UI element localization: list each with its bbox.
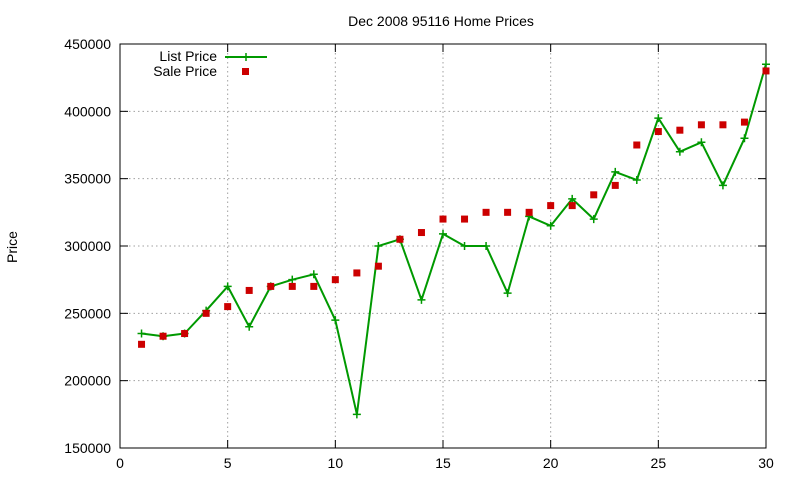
sale-price-point bbox=[719, 121, 727, 129]
sale-price-point bbox=[697, 121, 705, 129]
list-price-point bbox=[245, 322, 254, 331]
list-price-point bbox=[654, 114, 663, 123]
list-price-point bbox=[288, 275, 297, 284]
list-price-point bbox=[697, 138, 706, 147]
sale-price-point bbox=[374, 262, 382, 270]
chart-title: Dec 2008 95116 Home Prices bbox=[348, 13, 534, 29]
sale-price-point bbox=[633, 141, 641, 149]
list-price-point bbox=[740, 134, 749, 143]
sale-price-point bbox=[590, 191, 598, 199]
list-price-point bbox=[439, 229, 447, 238]
sale-price-point bbox=[138, 340, 146, 348]
list-price-point bbox=[482, 242, 491, 250]
list-price-point bbox=[718, 181, 727, 190]
sale-price-point bbox=[267, 282, 275, 290]
y-tick-label: 250000 bbox=[64, 305, 111, 321]
axis-ticks: 150000 200000 250000 300000 350000 400000 4500… bbox=[64, 36, 774, 471]
sale-price-point bbox=[310, 282, 318, 290]
list-price-point bbox=[417, 295, 426, 304]
sale-price-point bbox=[482, 208, 490, 216]
series-sale-price bbox=[138, 67, 770, 348]
x-tick-label: 25 bbox=[651, 455, 667, 471]
sale-price-point bbox=[439, 215, 447, 223]
x-tick-label: 5 bbox=[224, 455, 232, 471]
list-price-point bbox=[374, 242, 383, 250]
legend-marker-list-price bbox=[242, 53, 250, 61]
sale-price-point bbox=[611, 181, 619, 189]
legend: List Price Sale Price bbox=[153, 48, 267, 79]
sale-price-point bbox=[525, 208, 533, 216]
list-price-point bbox=[223, 282, 232, 291]
y-tick-label: 300000 bbox=[64, 238, 111, 254]
sale-price-point bbox=[159, 332, 167, 340]
list-price-point bbox=[460, 242, 469, 250]
sale-price-point bbox=[654, 128, 662, 136]
sale-price-point bbox=[245, 286, 253, 294]
list-price-point bbox=[309, 270, 318, 279]
x-tick-label: 30 bbox=[758, 455, 774, 471]
grid bbox=[120, 44, 766, 448]
y-tick-label: 400000 bbox=[64, 103, 111, 119]
sale-price-point bbox=[181, 330, 189, 338]
list-price-point bbox=[675, 147, 684, 156]
y-tick-label: 150000 bbox=[64, 440, 111, 456]
list-price-point bbox=[503, 289, 512, 298]
sale-price-point bbox=[740, 118, 748, 126]
list-price-point bbox=[568, 194, 577, 203]
x-tick-label: 20 bbox=[543, 455, 559, 471]
x-tick-label: 15 bbox=[435, 455, 451, 471]
sale-price-point bbox=[461, 215, 469, 223]
x-tick-label: 0 bbox=[116, 455, 124, 471]
list-price-line bbox=[141, 63, 767, 416]
sale-price-point bbox=[202, 309, 210, 317]
list-price-point bbox=[762, 60, 770, 69]
y-tick-label: 450000 bbox=[64, 36, 111, 52]
sale-price-point bbox=[396, 235, 404, 243]
list-price-point bbox=[352, 410, 361, 419]
list-price-point bbox=[331, 316, 340, 325]
sale-price-point bbox=[417, 229, 425, 237]
list-price-point bbox=[632, 176, 641, 185]
legend-marker-sale-price bbox=[242, 68, 249, 75]
sale-price-point bbox=[224, 303, 232, 311]
x-tick-label: 10 bbox=[328, 455, 344, 471]
legend-label-list-price: List Price bbox=[159, 48, 217, 64]
sale-price-point bbox=[331, 276, 339, 284]
sale-price-point bbox=[288, 282, 296, 290]
list-price-point bbox=[611, 167, 620, 176]
legend-label-sale-price: Sale Price bbox=[153, 63, 217, 79]
y-tick-label: 200000 bbox=[64, 373, 111, 389]
sale-price-point bbox=[676, 126, 684, 134]
list-price-point bbox=[589, 215, 598, 224]
list-price-point bbox=[546, 221, 555, 230]
sale-price-point bbox=[504, 208, 512, 216]
series-list-price bbox=[137, 60, 770, 419]
sale-price-point bbox=[762, 67, 770, 75]
y-tick-label: 350000 bbox=[64, 171, 111, 187]
sale-price-point bbox=[568, 202, 576, 210]
sale-price-point bbox=[353, 269, 361, 277]
y-axis-label: Price bbox=[4, 231, 20, 263]
sale-price-point bbox=[547, 202, 555, 210]
list-price-point bbox=[137, 329, 146, 338]
